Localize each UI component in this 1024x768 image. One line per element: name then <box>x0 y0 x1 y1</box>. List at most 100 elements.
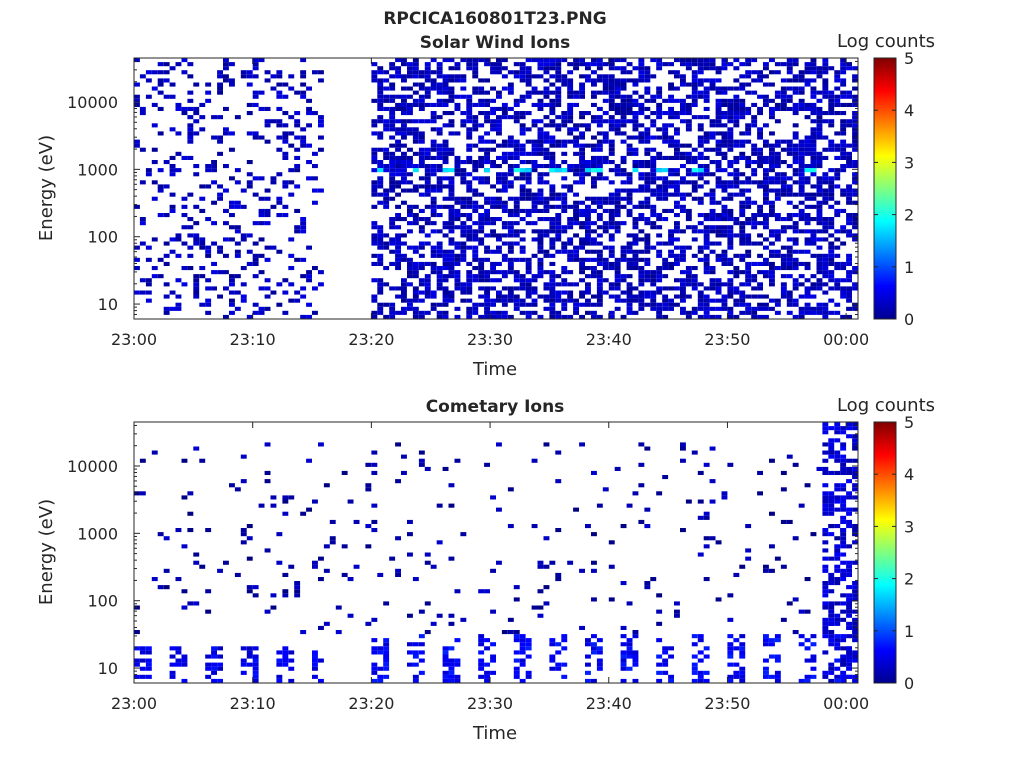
data-cell <box>739 564 746 569</box>
data-cell <box>181 111 188 116</box>
data-cell <box>721 123 728 128</box>
data-cell <box>519 111 526 116</box>
data-cell <box>484 131 490 136</box>
data-cell <box>395 160 401 165</box>
data-cell <box>709 278 716 283</box>
data-cell <box>846 233 852 238</box>
data-cell <box>401 164 407 169</box>
data-cell <box>401 131 407 136</box>
data-cell <box>763 123 769 128</box>
data-cell <box>834 581 841 586</box>
data-cell <box>264 286 271 291</box>
data-cell <box>703 172 710 177</box>
data-cell <box>846 479 852 484</box>
data-cell <box>371 278 378 283</box>
data-cell <box>822 180 829 185</box>
data-cell <box>852 176 858 181</box>
data-cell <box>300 630 307 635</box>
data-cell <box>199 196 206 201</box>
data-cell <box>626 192 633 197</box>
data-cell <box>442 302 449 307</box>
data-cell <box>780 106 787 111</box>
data-cell <box>822 90 829 95</box>
data-cell <box>496 233 502 238</box>
data-cell <box>424 630 431 635</box>
data-cell <box>555 204 562 209</box>
data-cell <box>828 168 835 173</box>
data-cell <box>840 241 847 246</box>
data-cell <box>139 74 146 79</box>
data-cell <box>656 253 663 258</box>
data-cell <box>561 82 568 87</box>
data-cell <box>567 86 574 91</box>
data-cell <box>181 266 188 271</box>
data-cell <box>519 74 526 79</box>
x-tick-label: 23:50 <box>704 330 750 349</box>
data-cell <box>804 151 811 156</box>
data-cell <box>395 184 401 189</box>
data-cell <box>763 302 769 307</box>
data-cell <box>846 278 852 283</box>
data-cell <box>549 123 556 128</box>
data-cell <box>282 290 289 295</box>
data-cell <box>306 98 312 103</box>
data-cell <box>507 314 514 319</box>
data-cell <box>252 74 259 79</box>
data-cell <box>252 658 259 663</box>
data-cell <box>656 168 663 173</box>
data-cell <box>507 151 514 156</box>
data-cell <box>543 172 550 177</box>
data-cell <box>846 294 852 299</box>
data-cell <box>371 678 378 683</box>
data-cell <box>442 314 449 319</box>
data-cell <box>840 495 847 500</box>
data-cell <box>252 221 259 226</box>
data-cell <box>786 274 793 279</box>
data-cell <box>745 237 752 242</box>
data-cell <box>579 90 585 95</box>
data-cell <box>668 306 674 311</box>
data-cell <box>519 131 526 136</box>
data-cell <box>691 450 698 455</box>
data-cell <box>620 221 627 226</box>
data-cell <box>591 678 597 683</box>
data-cell <box>591 58 597 63</box>
data-cell <box>721 184 728 189</box>
data-cell <box>840 94 847 99</box>
data-cell <box>383 241 390 246</box>
data-cell <box>484 670 490 675</box>
data-cell <box>424 294 431 299</box>
data-cell <box>656 196 663 201</box>
data-cell <box>632 261 639 266</box>
data-cell <box>822 147 829 152</box>
data-cell <box>519 282 526 287</box>
data-cell <box>567 270 574 275</box>
data-cell <box>383 196 390 201</box>
data-cell <box>650 180 657 185</box>
data-cell <box>810 164 817 169</box>
data-cell <box>626 233 633 238</box>
data-cell <box>490 62 496 67</box>
data-cell <box>662 662 669 667</box>
data-cell <box>312 164 318 169</box>
data-cell <box>656 233 663 238</box>
data-cell <box>579 151 585 156</box>
data-cell <box>602 176 609 181</box>
data-cell <box>798 106 805 111</box>
data-cell <box>329 536 336 541</box>
data-cell <box>644 302 651 307</box>
data-cell <box>703 147 710 152</box>
data-cell <box>846 196 852 201</box>
data-cell <box>697 151 704 156</box>
data-cell <box>258 135 265 140</box>
data-cell <box>448 176 455 181</box>
data-cell <box>780 617 787 622</box>
data-cell <box>496 66 502 71</box>
data-cell <box>223 58 229 63</box>
data-cell <box>816 466 823 471</box>
data-cell <box>205 278 212 283</box>
data-cell <box>656 302 663 307</box>
data-cell <box>674 98 680 103</box>
data-cell <box>478 294 485 299</box>
data-cell <box>282 589 289 594</box>
